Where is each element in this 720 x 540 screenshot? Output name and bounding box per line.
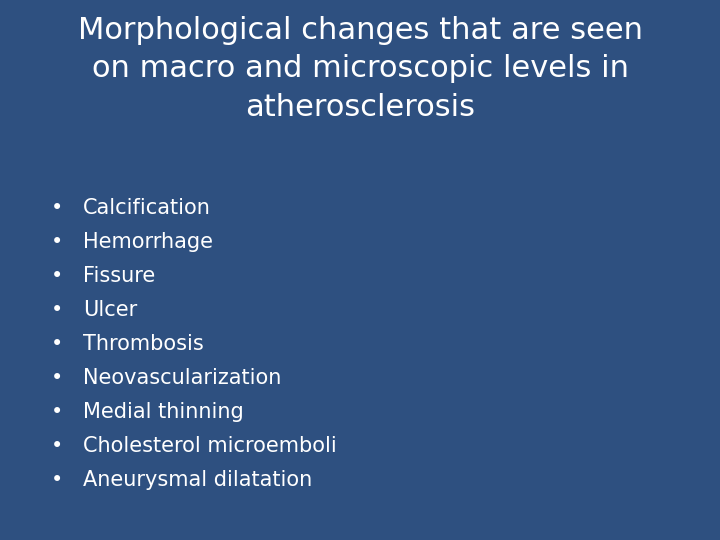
Text: Neovascularization: Neovascularization: [83, 368, 282, 388]
Text: Medial thinning: Medial thinning: [83, 402, 243, 422]
Text: Fissure: Fissure: [83, 266, 155, 286]
Text: •: •: [50, 300, 63, 320]
Text: Ulcer: Ulcer: [83, 300, 137, 320]
Text: Hemorrhage: Hemorrhage: [83, 232, 213, 252]
Text: Cholesterol microemboli: Cholesterol microemboli: [83, 436, 336, 456]
Text: •: •: [50, 266, 63, 286]
Text: Calcification: Calcification: [83, 198, 211, 218]
Text: •: •: [50, 470, 63, 490]
Text: Thrombosis: Thrombosis: [83, 334, 204, 354]
Text: •: •: [50, 368, 63, 388]
Text: •: •: [50, 402, 63, 422]
Text: Aneurysmal dilatation: Aneurysmal dilatation: [83, 470, 312, 490]
Text: •: •: [50, 198, 63, 218]
Text: •: •: [50, 232, 63, 252]
Text: •: •: [50, 436, 63, 456]
Text: •: •: [50, 334, 63, 354]
Text: Morphological changes that are seen
on macro and microscopic levels in
atheroscl: Morphological changes that are seen on m…: [78, 16, 642, 122]
